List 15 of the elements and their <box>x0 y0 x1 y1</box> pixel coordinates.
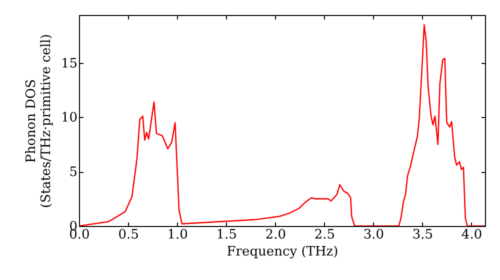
x-axis-title: Frequency (THz) <box>226 244 338 260</box>
x-tick-label: 4.0 <box>461 228 482 242</box>
x-tick-label: 0.0 <box>69 228 90 242</box>
x-tick-label: 1.0 <box>167 228 188 242</box>
y-axis-title: Phonon DOS (States/THz·primitive cell) <box>24 34 54 208</box>
x-tick-label: 1.5 <box>216 228 237 242</box>
x-tick-label: 3.0 <box>363 228 384 242</box>
x-tick-label: 2.0 <box>265 228 286 242</box>
y-tick-label: 15 <box>60 56 78 72</box>
y-tick-label: 5 <box>69 165 78 180</box>
line-series <box>79 24 485 226</box>
x-tick-label: 2.5 <box>314 228 336 242</box>
x-tick-label: 0.5 <box>118 228 139 242</box>
x-tick-label: 3.5 <box>412 228 434 242</box>
y-tick-label: 10 <box>60 110 78 126</box>
